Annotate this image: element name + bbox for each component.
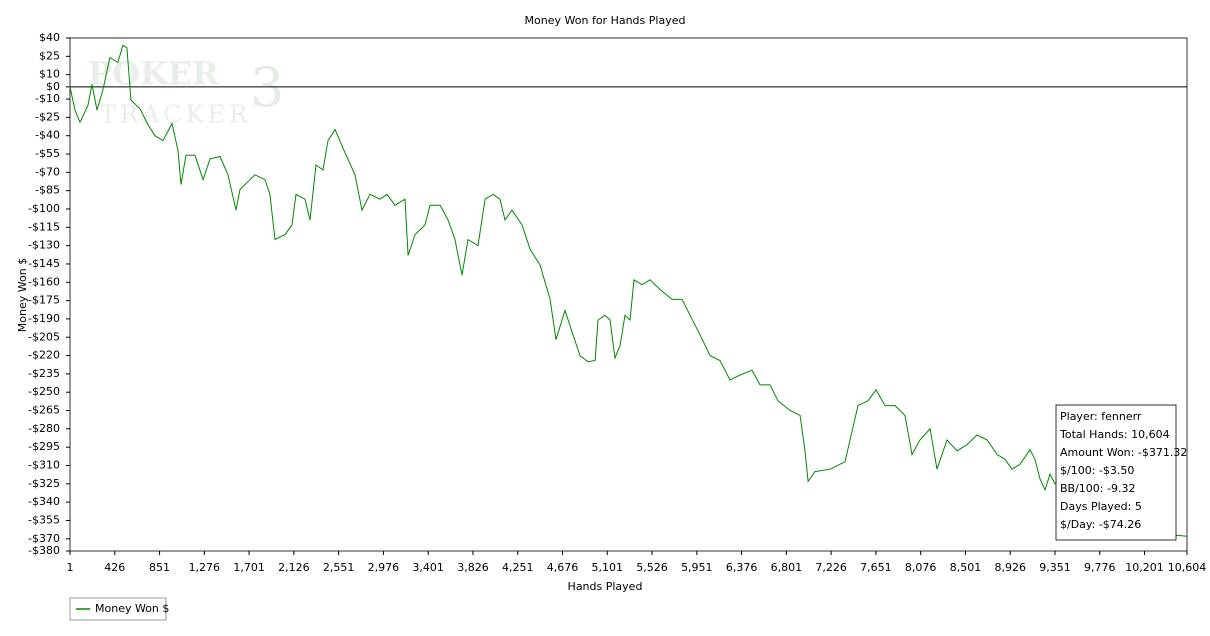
y-tick-label: -$145 [28, 257, 60, 270]
x-tick-label: 3,401 [412, 561, 444, 574]
x-tick-label: 426 [104, 561, 125, 574]
x-tick-label: 8,926 [994, 561, 1026, 574]
y-tick-label: -$130 [28, 239, 60, 252]
x-tick-label: 7,651 [860, 561, 892, 574]
x-tick-label: 7,226 [815, 561, 847, 574]
y-tick-label: $0 [46, 80, 60, 93]
y-tick-label: -$55 [35, 147, 60, 160]
x-tick-label: 1 [67, 561, 74, 574]
x-tick-label: 5,526 [636, 561, 668, 574]
y-tick-label: -$40 [35, 129, 60, 142]
y-tick-label: -$380 [28, 544, 60, 557]
y-tick-label: -$250 [28, 385, 60, 398]
x-tick-label: 4,676 [547, 561, 579, 574]
y-tick-label: -$310 [28, 459, 60, 472]
watermark: TRACKER [100, 101, 251, 129]
y-tick-label: -$160 [28, 275, 60, 288]
y-tick-label: -$325 [28, 477, 60, 490]
y-tick-label: $10 [39, 68, 60, 81]
y-tick-label: $25 [39, 49, 60, 62]
y-tick-label: -$25 [35, 110, 60, 123]
stats-text: BB/100: -9.32 [1060, 482, 1135, 495]
x-tick-label: 3,826 [457, 561, 489, 574]
y-tick-label: -$205 [28, 330, 60, 343]
y-tick-label: -$175 [28, 294, 60, 307]
x-tick-label: 8,501 [950, 561, 982, 574]
y-tick-label: -$280 [28, 422, 60, 435]
stats-box [1055, 404, 1177, 541]
x-tick-label: 2,551 [323, 561, 355, 574]
watermark: POKER [88, 55, 219, 93]
y-tick-label: -$340 [28, 495, 60, 508]
x-tick-label: 9,351 [1039, 561, 1071, 574]
stats-text: Player: fennerr [1060, 410, 1142, 423]
x-tick-label: 851 [149, 561, 170, 574]
legend-label: Money Won $ [95, 602, 169, 615]
x-tick-label: 1,276 [189, 561, 221, 574]
plot-frame [69, 37, 1188, 552]
y-tick-label: -$85 [35, 184, 60, 197]
x-tick-label: 1,701 [233, 561, 265, 574]
y-tick-label: -$190 [28, 312, 60, 325]
data-line [69, 44, 1188, 537]
x-tick-label: 6,801 [771, 561, 803, 574]
x-tick-label: 10,604 [1168, 561, 1207, 574]
x-tick-label: 6,376 [726, 561, 758, 574]
stats-text: $/100: -$3.50 [1060, 464, 1134, 477]
y-tick-label: $40 [39, 31, 60, 44]
x-tick-label: 8,076 [905, 561, 937, 574]
y-tick-label: -$10 [35, 92, 60, 105]
stats-text: Total Hands: 10,604 [1059, 428, 1170, 441]
x-tick-label: 10,201 [1125, 561, 1164, 574]
x-tick-label: 9,776 [1084, 561, 1116, 574]
y-tick-label: -$115 [28, 220, 60, 233]
y-tick-label: -$220 [28, 349, 60, 362]
legend-box [69, 597, 167, 621]
y-tick-label: -$70 [35, 165, 60, 178]
chart-title: Money Won for Hands Played [525, 14, 686, 27]
x-tick-label: 5,951 [681, 561, 713, 574]
watermark: 3 [250, 56, 284, 119]
stats-text: $/Day: -$74.26 [1060, 518, 1141, 531]
y-tick-label: -$100 [28, 202, 60, 215]
y-tick-label: -$355 [28, 513, 60, 526]
x-axis-label: Hands Played [568, 580, 643, 593]
x-tick-label: 2,976 [368, 561, 400, 574]
y-tick-label: -$265 [28, 404, 60, 417]
x-tick-label: 5,101 [592, 561, 624, 574]
y-tick-label: -$370 [28, 532, 60, 545]
stats-text: Amount Won: -$371.32 [1060, 446, 1187, 459]
x-tick-label: 4,251 [502, 561, 534, 574]
stats-text: Days Played: 5 [1060, 500, 1142, 513]
y-axis-label: Money Won $ [16, 258, 29, 332]
y-tick-label: -$235 [28, 367, 60, 380]
x-tick-label: 2,126 [278, 561, 310, 574]
y-tick-label: -$295 [28, 440, 60, 453]
